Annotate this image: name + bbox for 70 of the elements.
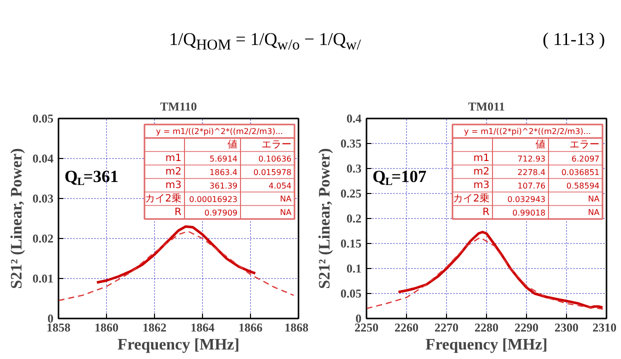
annotation: m2 xyxy=(165,166,182,178)
annotation: 5.6914 xyxy=(210,154,238,164)
annotation: R xyxy=(174,206,182,218)
x-tick-label: 2300 xyxy=(554,320,578,334)
annotation: 0.10636 xyxy=(258,154,292,164)
annotation: m1 xyxy=(473,152,490,164)
annotation: NA xyxy=(588,194,600,204)
annotation: NA xyxy=(280,208,292,217)
y-tick-label: 0.02 xyxy=(32,232,54,246)
annotation: NA xyxy=(280,194,292,204)
x-tick-label: 2280 xyxy=(474,320,498,334)
x-tick-label: 1866 xyxy=(238,320,262,334)
annotation: y = m1/((2*pi)^2*((m2/2/m3)... xyxy=(156,126,283,136)
annotation: カイ2乗 xyxy=(453,192,490,204)
y-tick-label: 0.05 xyxy=(32,112,54,126)
y-tick-label: 0.04 xyxy=(32,152,54,166)
y-tick-label: 0.1 xyxy=(346,262,362,276)
annotation: 1863.4 xyxy=(210,168,238,177)
y-tick-label: 0.03 xyxy=(32,192,54,206)
y-tick-label: 0.3 xyxy=(346,162,362,176)
x-axis-title: Frequency [MHz] xyxy=(118,336,240,354)
x-tick-label: 2310 xyxy=(592,320,616,334)
x-tick-label: 1862 xyxy=(142,320,166,334)
y-tick-label: 0.35 xyxy=(340,136,362,150)
annotation: y = m1/((2*pi)^2*((m2/2/m3)... xyxy=(464,126,591,136)
annotation: NA xyxy=(588,208,600,217)
annotation: m3 xyxy=(473,180,490,191)
y-tick-label: 0.4 xyxy=(346,112,362,126)
x-axis-title: Frequency [MHz] xyxy=(426,336,548,354)
text: ( 11-13 ) xyxy=(542,28,605,51)
annotation: 0.032943 xyxy=(507,194,546,204)
y-tick-label: 0.05 xyxy=(340,286,362,300)
annotation: m3 xyxy=(165,180,182,191)
annotation: 値 xyxy=(536,138,546,150)
y-tick-label: 0.01 xyxy=(32,272,54,286)
annotation: m1 xyxy=(165,152,182,164)
annotation: m2 xyxy=(473,166,490,178)
chart-title: TM011 xyxy=(468,100,505,114)
annotation: 0.99018 xyxy=(512,208,546,218)
x-tick-label: 2270 xyxy=(434,320,458,334)
y-axis-title: S21² (Linear, Power) xyxy=(8,148,26,289)
line-series xyxy=(96,225,257,284)
annotation: 0.97909 xyxy=(204,208,238,218)
x-tick-label: 1860 xyxy=(94,320,118,334)
y-axis-title: S21² (Linear, Power) xyxy=(316,148,334,289)
x-tick-label: 2290 xyxy=(514,320,538,334)
x-tick-label: 1868 xyxy=(284,320,308,334)
annotation: R xyxy=(482,206,490,218)
annotation: 0.036851 xyxy=(561,168,600,177)
annotation: 6.2097 xyxy=(572,154,600,164)
annotation: 2278.4 xyxy=(518,168,546,177)
annotation: エラー xyxy=(262,139,292,150)
y-tick-label: 0.2 xyxy=(346,212,362,226)
y-tick-label: 0.15 xyxy=(340,236,362,250)
y-tick-label: 0.25 xyxy=(340,186,362,200)
annotation: 361.39 xyxy=(210,181,238,190)
x-tick-label: 2260 xyxy=(394,320,418,334)
annotation: 4.054 xyxy=(268,181,292,190)
annotation: 712.93 xyxy=(518,154,546,164)
annotation: 0.00016923 xyxy=(189,194,238,204)
annotation: 0.58594 xyxy=(566,181,600,190)
line-series xyxy=(58,230,294,302)
annotation: 107.76 xyxy=(518,181,546,190)
text: 1/Q$_{HOM}$ = 1/Q$_{w/o}$ − 1/Q$_{w/}$ xyxy=(168,28,362,56)
annotation: 値 xyxy=(228,138,238,150)
annotation: 0.015978 xyxy=(253,168,292,177)
annotation: カイ2乗 xyxy=(145,192,182,204)
annotation: エラー xyxy=(570,139,600,150)
x-tick-label: 1864 xyxy=(190,320,214,334)
chart-title: TM110 xyxy=(160,100,197,114)
